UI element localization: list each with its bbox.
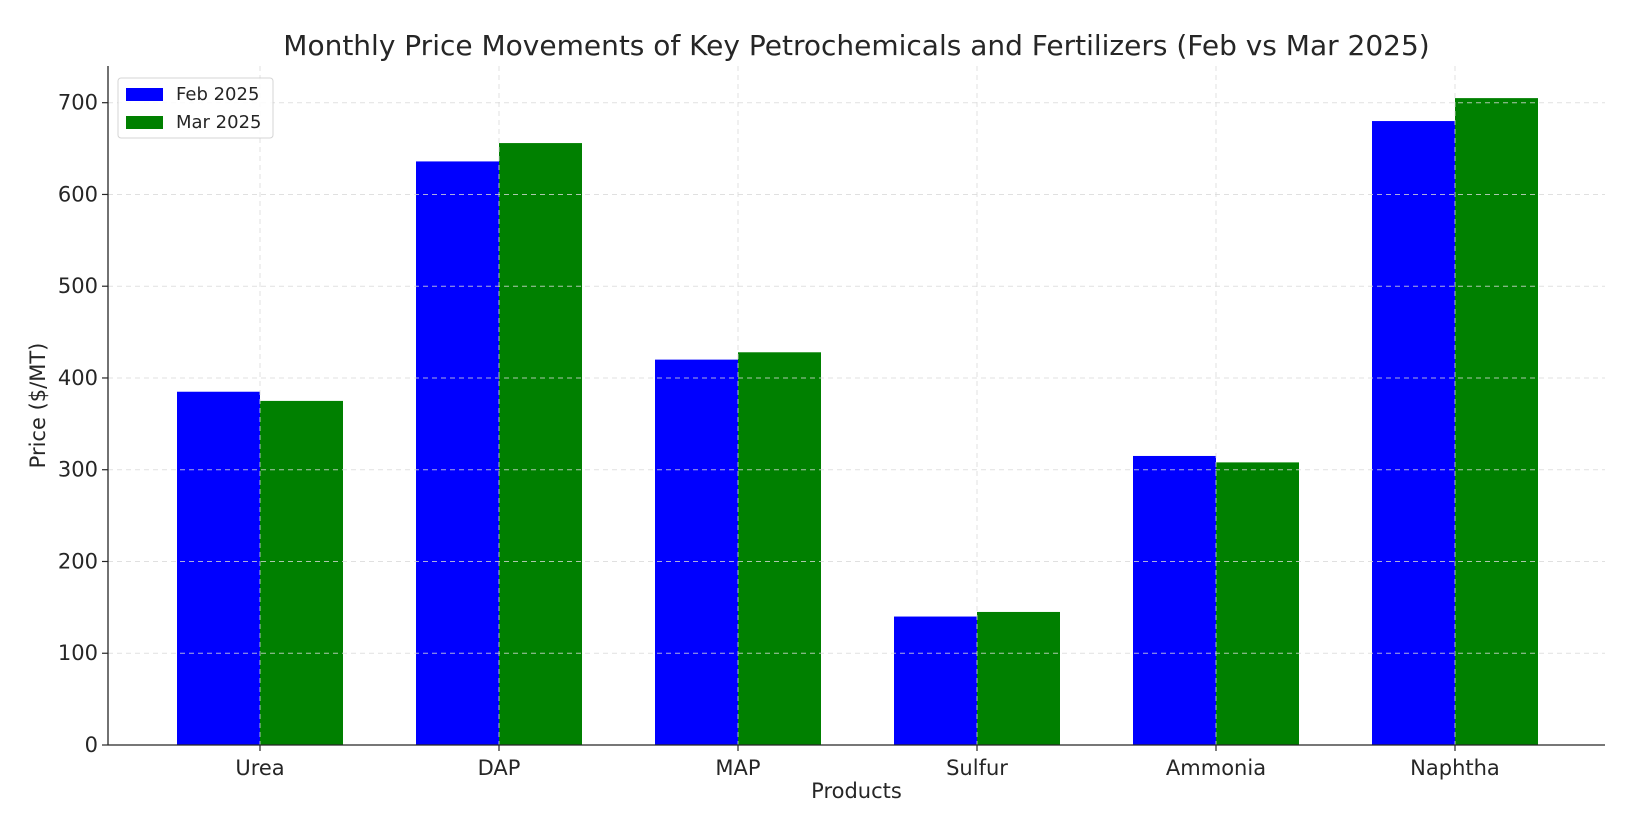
legend: Feb 2025 Mar 2025: [117, 77, 274, 139]
bar-feb-2025-map: [655, 359, 738, 745]
x-tick-label-sulfur: Sulfur: [946, 756, 1008, 780]
bar-feb-2025-urea: [177, 391, 260, 745]
bar-feb-2025-sulfur: [894, 616, 977, 745]
x-tick-label-map: MAP: [715, 756, 760, 780]
y-tick-label: 700: [58, 91, 98, 115]
y-tick-label: 500: [58, 274, 98, 298]
bar-feb-2025-naphtha: [1372, 121, 1455, 745]
bar-mar-2025-dap: [499, 143, 582, 745]
y-axis-label: Price ($/MT): [26, 343, 50, 469]
bar-mar-2025-map: [738, 352, 821, 745]
legend-label: Mar 2025: [176, 112, 262, 133]
bar-mar-2025-sulfur: [977, 611, 1060, 745]
y-tick-label: 200: [58, 549, 98, 573]
bars: [177, 98, 1538, 746]
axes: [107, 66, 1605, 746]
x-tick-label-urea: Urea: [235, 756, 284, 780]
x-tick-label-naphtha: Naphtha: [1410, 756, 1500, 780]
y-tick-label: 600: [58, 182, 98, 206]
bar-mar-2025-ammonia: [1216, 462, 1299, 745]
x-tick-label-dap: DAP: [478, 756, 521, 780]
bar-mar-2025-naphtha: [1455, 98, 1538, 745]
legend-swatch: [126, 116, 163, 129]
y-tick-label: 0: [85, 733, 98, 757]
grid-lines: [108, 66, 1605, 745]
ticks: 0 100 200 300 400 500 600 700 Urea DAP MAP Sulfur Am…: [58, 91, 1500, 780]
bar-feb-2025-ammonia: [1133, 455, 1216, 745]
y-tick-label: 400: [58, 366, 98, 390]
legend-swatch: [126, 88, 163, 101]
y-tick-label: 300: [58, 458, 98, 482]
y-tick-label: 100: [58, 641, 98, 665]
x-tick-label-ammonia: Ammonia: [1166, 756, 1266, 780]
bar-feb-2025-dap: [416, 161, 499, 746]
chart-title: Monthly Price Movements of Key Petrochem…: [283, 29, 1429, 62]
x-axis-label: Products: [811, 779, 902, 803]
legend-label: Feb 2025: [176, 84, 259, 105]
bar-mar-2025-urea: [260, 400, 343, 745]
